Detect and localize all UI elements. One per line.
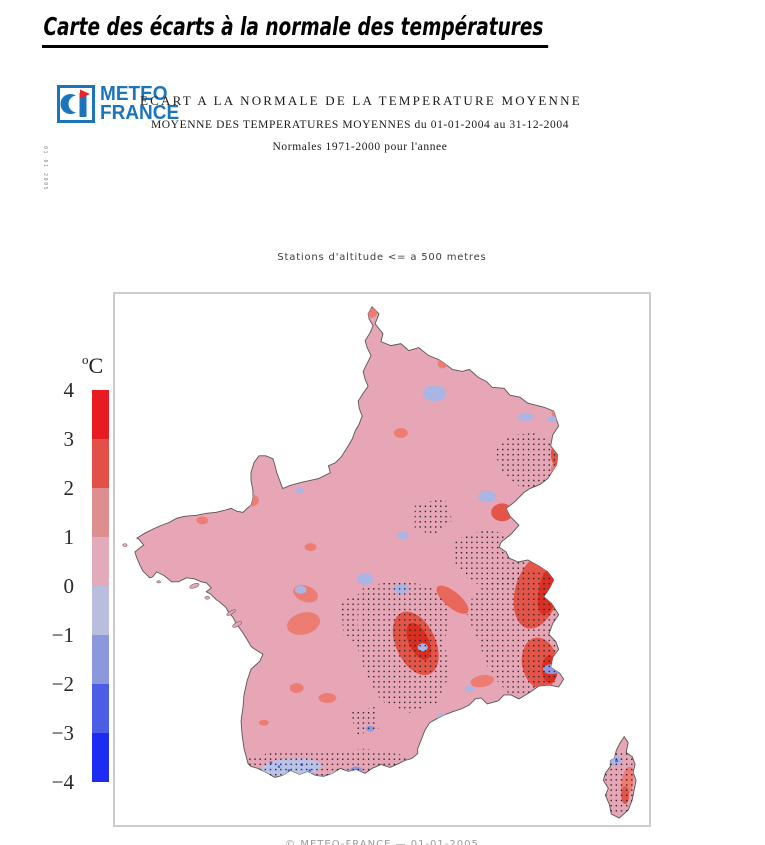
stipple-regions (240, 432, 636, 815)
header-title: ECART A LA NORMALE DE LA TEMPERATURE MOY… (140, 93, 582, 108)
header-period: MOYENNE DES TEMPERATURES MOYENNES du 01-… (150, 119, 570, 131)
legend-tick-label: 3 (63, 427, 75, 451)
legend-segment (92, 390, 109, 439)
legend-segment (92, 488, 109, 537)
legend-ticks: 4 3 2 1 0 −1 −2 −3 −4 (44, 379, 80, 793)
flag-icon (80, 89, 90, 99)
page-title: Carte des écarts à la normale des tempér… (42, 12, 548, 48)
stations-subtitle: Stations d'altitude <= a 500 metres (277, 252, 487, 263)
map-header: ECART A LA NORMALE DE LA TEMPERATURE MOY… (140, 93, 580, 153)
france-anomaly-map (122, 306, 637, 819)
logo-line-1: METEO (100, 83, 168, 105)
legend-tick-label: 0 (63, 574, 75, 598)
legend-segment (92, 586, 109, 635)
legend-tick-label: 4 (63, 378, 75, 402)
legend-tick-label: 1 (63, 525, 75, 549)
legend-unit-label: oC (82, 352, 103, 379)
anomaly-patches (134, 307, 636, 815)
map-bottom-caption: © METEO-FRANCE — 01-01-2005 (285, 839, 479, 845)
legend-segment (92, 537, 109, 586)
legend-tick-label: −4 (51, 770, 74, 794)
header-normals: Normales 1971-2000 pour l'annee (272, 141, 448, 153)
legend-tick-label: 2 (63, 476, 75, 500)
meteo-france-logo: METEO FRANCE (57, 84, 187, 128)
legend-tick-label: −1 (51, 623, 74, 647)
legend-degree-sup: o (82, 352, 89, 367)
side-stamp: 01 01 2005 (42, 146, 48, 192)
legend-segment (92, 439, 109, 488)
legend-bar (92, 390, 109, 782)
map-frame (113, 292, 651, 827)
meteo-france-logo-text: METEO FRANCE (100, 83, 180, 124)
legend-segment (92, 733, 109, 782)
legend-unit-main: C (88, 353, 104, 378)
legend-tick-label: −3 (51, 721, 74, 745)
legend-segment (92, 684, 109, 733)
legend-tick-label: −2 (51, 672, 74, 696)
coastal-islands (122, 543, 242, 628)
legend-segment (92, 635, 109, 684)
meteo-france-logo-icon (57, 85, 95, 123)
logo-line-2: FRANCE (100, 102, 180, 124)
